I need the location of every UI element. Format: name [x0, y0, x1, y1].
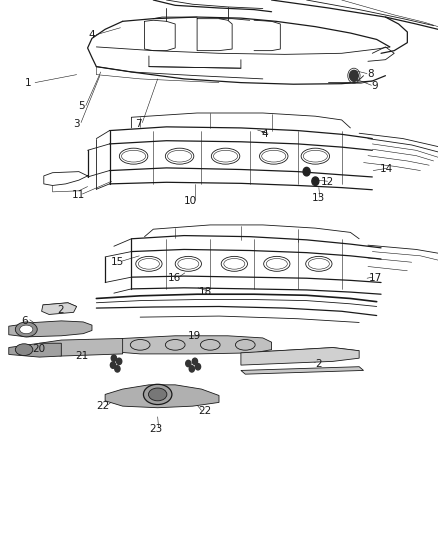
Text: 5: 5 — [78, 101, 85, 110]
Text: 22: 22 — [96, 401, 110, 411]
Circle shape — [192, 358, 198, 365]
Circle shape — [115, 366, 120, 372]
Polygon shape — [241, 348, 359, 365]
Text: 3: 3 — [73, 119, 80, 128]
Ellipse shape — [20, 325, 33, 334]
Ellipse shape — [15, 344, 33, 356]
Circle shape — [110, 362, 116, 368]
Text: 13: 13 — [312, 193, 325, 203]
Ellipse shape — [148, 388, 167, 401]
Polygon shape — [9, 321, 92, 337]
Text: 11: 11 — [71, 190, 85, 199]
Text: 16: 16 — [168, 273, 181, 283]
Circle shape — [186, 360, 191, 367]
Text: 1: 1 — [25, 78, 32, 87]
Ellipse shape — [143, 384, 172, 405]
Text: 18: 18 — [198, 287, 212, 297]
Circle shape — [117, 358, 122, 365]
Circle shape — [189, 366, 194, 372]
Circle shape — [350, 70, 358, 81]
Polygon shape — [9, 343, 61, 357]
Text: 4: 4 — [261, 130, 268, 139]
Text: 23: 23 — [149, 424, 162, 434]
Polygon shape — [42, 303, 77, 314]
Ellipse shape — [15, 322, 37, 337]
Polygon shape — [39, 338, 123, 356]
Circle shape — [303, 167, 310, 176]
Polygon shape — [114, 336, 272, 354]
Text: 20: 20 — [32, 344, 45, 354]
Circle shape — [111, 355, 117, 361]
Polygon shape — [105, 385, 219, 408]
Text: 2: 2 — [315, 359, 322, 368]
Circle shape — [195, 364, 201, 370]
Text: 12: 12 — [321, 177, 334, 187]
Text: 15: 15 — [111, 257, 124, 267]
Text: 9: 9 — [371, 82, 378, 91]
Text: 19: 19 — [188, 331, 201, 341]
Text: 21: 21 — [76, 351, 89, 361]
Polygon shape — [241, 367, 364, 374]
Text: 8: 8 — [367, 69, 374, 78]
Text: 7: 7 — [134, 119, 141, 128]
Text: 4: 4 — [88, 30, 95, 39]
Text: 6: 6 — [21, 316, 28, 326]
Text: 10: 10 — [184, 197, 197, 206]
Text: 22: 22 — [198, 407, 212, 416]
Circle shape — [312, 177, 319, 185]
Text: 17: 17 — [369, 273, 382, 283]
Text: 2: 2 — [57, 305, 64, 315]
Text: 14: 14 — [380, 165, 393, 174]
